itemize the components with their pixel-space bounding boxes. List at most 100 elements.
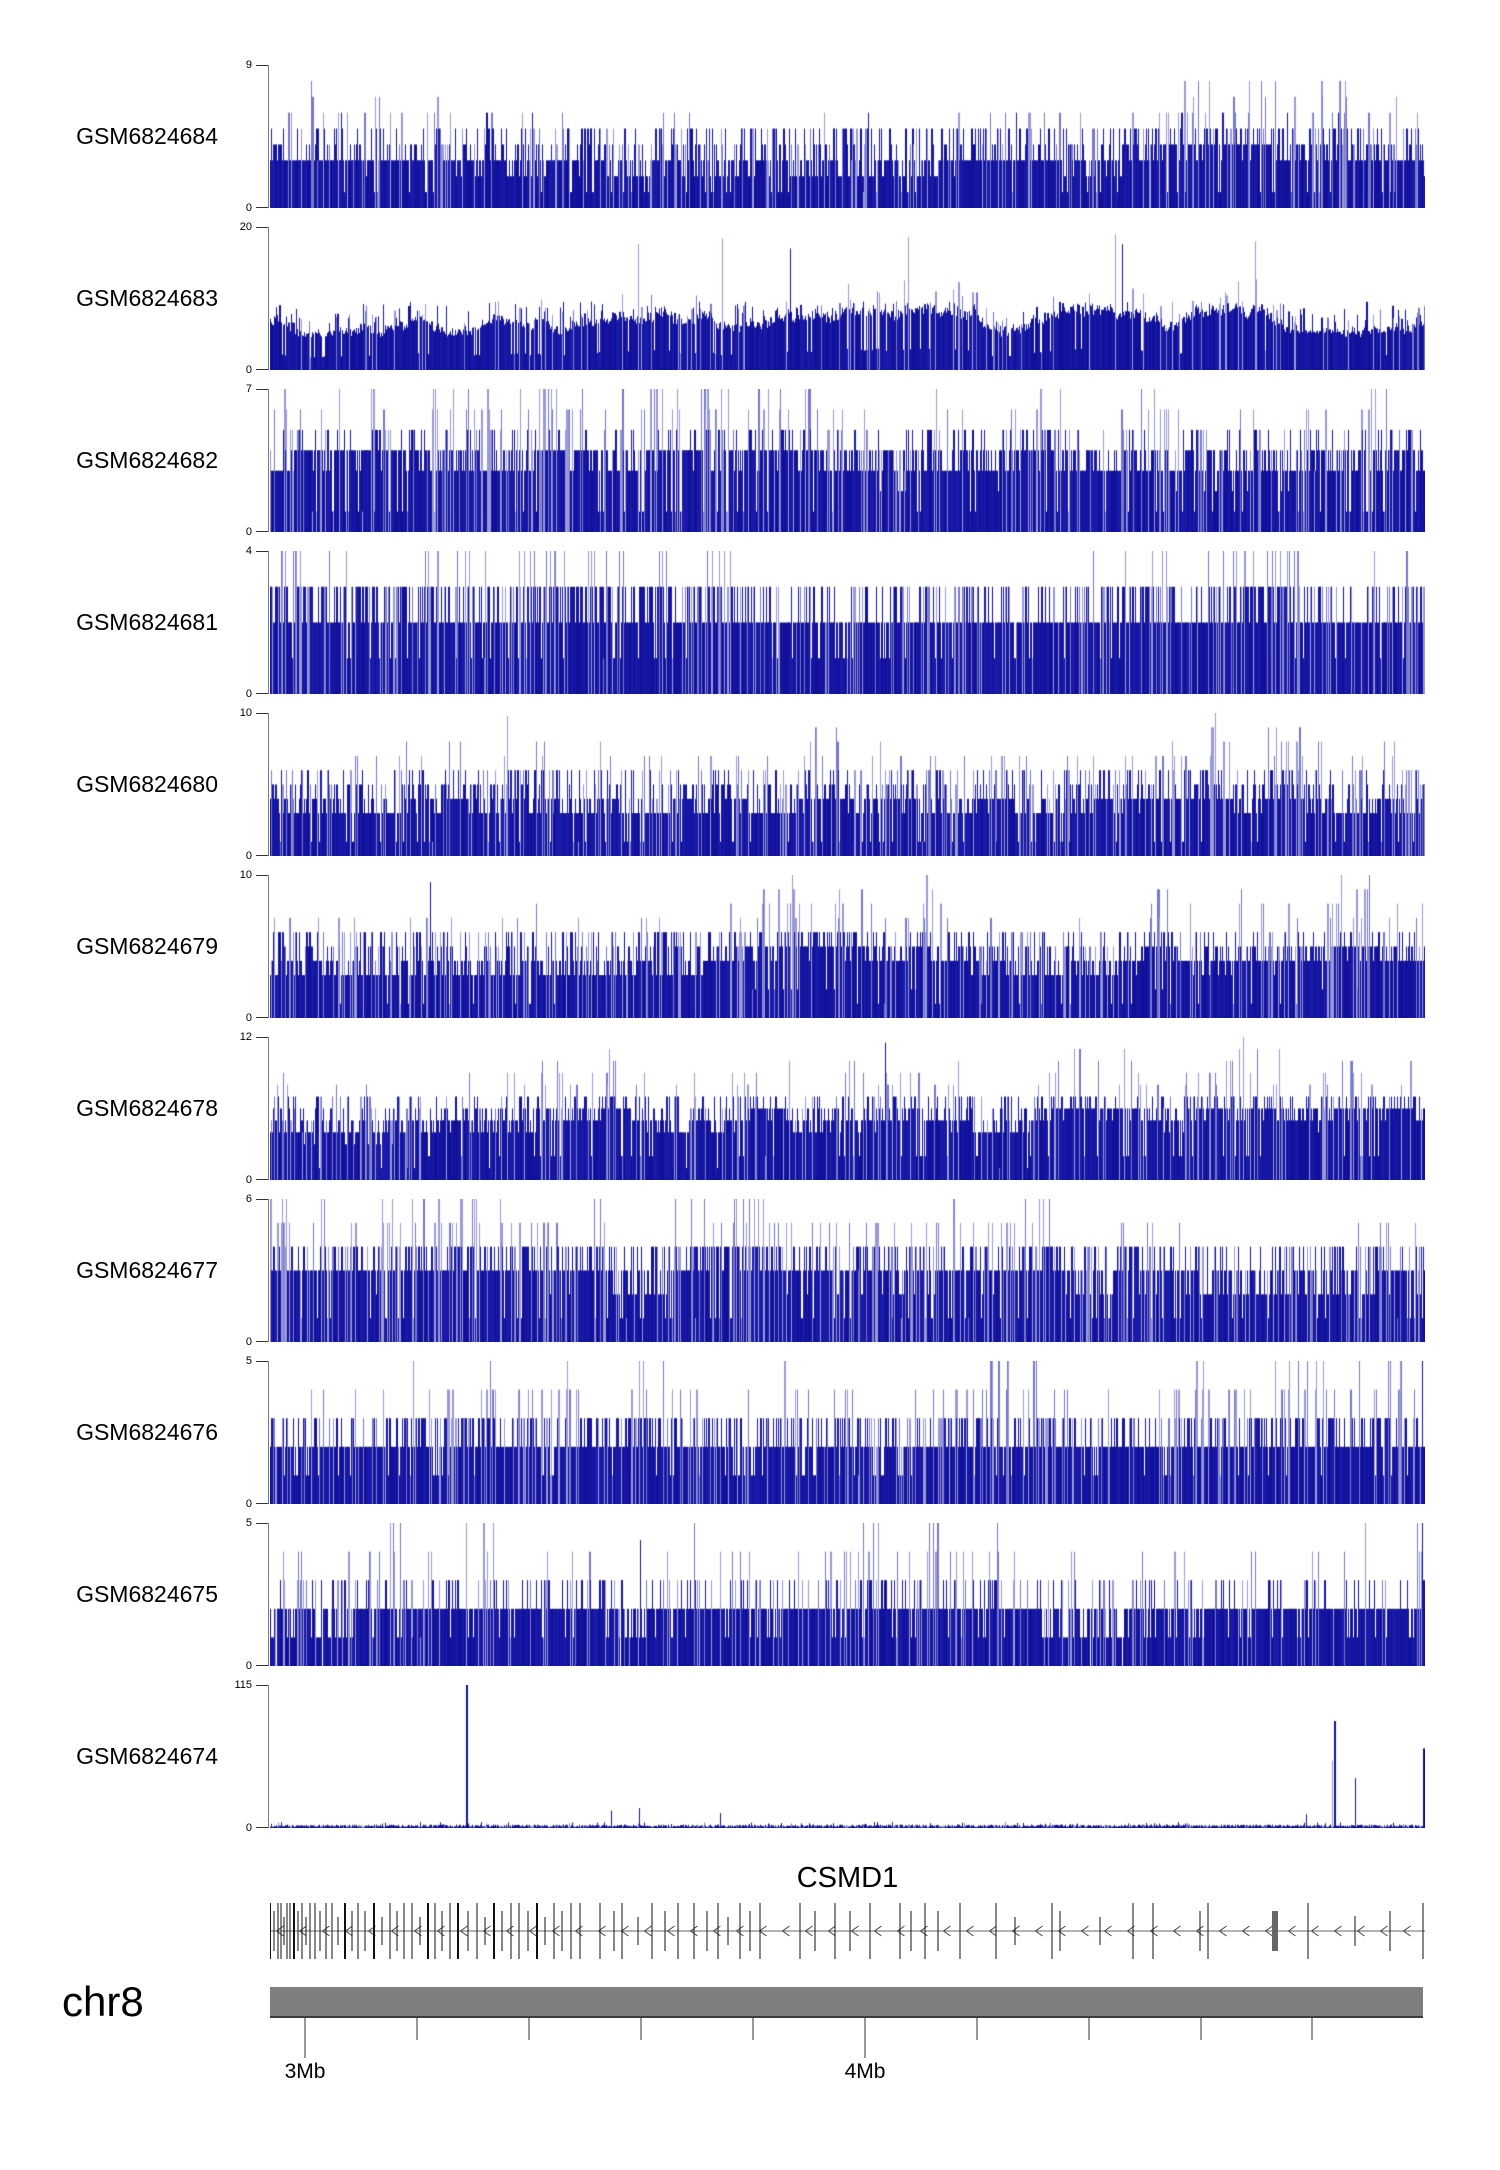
gene-exon bbox=[1422, 1903, 1424, 1959]
gene-exon bbox=[727, 1917, 729, 1945]
gene-exon bbox=[1199, 1911, 1201, 1951]
y-axis-bottom-tick bbox=[256, 1665, 268, 1666]
strand-arrow-icon bbox=[1264, 1925, 1273, 1937]
y-axis-max-label: 6 bbox=[245, 1193, 252, 1205]
strand-arrow-icon bbox=[1287, 1925, 1296, 1937]
gene-exon bbox=[637, 1917, 639, 1945]
coverage-bars-canvas bbox=[270, 1037, 1425, 1180]
gene-exon bbox=[799, 1903, 801, 1959]
y-axis-bottom-tick bbox=[256, 1341, 268, 1342]
gene-exon bbox=[381, 1917, 383, 1945]
gene-exon bbox=[419, 1917, 421, 1945]
y-axis-zero-label: 0 bbox=[245, 1336, 252, 1348]
coverage-bars-canvas bbox=[270, 227, 1425, 370]
strand-arrow-icon bbox=[781, 1925, 790, 1937]
gene-exon bbox=[1307, 1903, 1309, 1959]
track-label: GSM6824683 bbox=[76, 285, 218, 311]
strand-arrow-icon bbox=[1218, 1925, 1227, 1937]
strand-arrow-icon bbox=[827, 1925, 836, 1937]
gene-exon bbox=[1051, 1903, 1053, 1959]
coordinate-ruler: 3Mb 4Mb bbox=[285, 2018, 1313, 2083]
strand-arrow-icon bbox=[597, 1925, 606, 1937]
gene-exon bbox=[434, 1903, 436, 1959]
y-axis-zero-label: 0 bbox=[245, 1012, 252, 1024]
gene-exon bbox=[1132, 1903, 1134, 1959]
gene-exon bbox=[613, 1911, 615, 1951]
gene-exon bbox=[717, 1903, 719, 1959]
coverage-bars-canvas bbox=[270, 65, 1425, 208]
gene-exon bbox=[273, 1911, 275, 1951]
strand-arrow-icon bbox=[942, 1925, 951, 1937]
gene-exon bbox=[427, 1903, 429, 1959]
gene-exon bbox=[518, 1903, 520, 1959]
strand-arrow-icon bbox=[873, 1925, 882, 1937]
coverage-bars-canvas bbox=[270, 1685, 1425, 1828]
strand-arrow-icon bbox=[643, 1925, 652, 1937]
track-row-GSM6824684: GSM6824684 9 0 bbox=[0, 59, 1500, 214]
strand-arrow-icon bbox=[321, 1925, 330, 1937]
y-axis-line bbox=[268, 1523, 269, 1666]
gene-exon bbox=[651, 1903, 653, 1959]
gene-exon bbox=[561, 1911, 563, 1951]
strand-arrow-icon bbox=[965, 1925, 974, 1937]
y-axis-line bbox=[268, 1685, 269, 1828]
ruler-tick-label: 3Mb bbox=[285, 2060, 326, 2083]
strand-arrow-icon bbox=[1034, 1925, 1043, 1937]
gene-exon bbox=[834, 1903, 836, 1959]
strand-arrow-icon bbox=[1333, 1925, 1342, 1937]
strand-arrow-icon bbox=[482, 1925, 491, 1937]
y-axis-zero-label: 0 bbox=[245, 1498, 252, 1510]
gene-exon bbox=[579, 1903, 581, 1959]
y-axis-zero-label: 0 bbox=[245, 364, 252, 376]
track-row-GSM6824680: GSM6824680 10 0 bbox=[0, 707, 1500, 862]
strand-arrow-icon bbox=[528, 1925, 537, 1937]
gene-exon bbox=[995, 1903, 997, 1959]
y-axis-line bbox=[268, 875, 269, 1018]
y-axis-bottom-tick bbox=[256, 369, 268, 370]
track-row-GSM6824675: GSM6824675 5 0 bbox=[0, 1517, 1500, 1672]
y-axis-zero-label: 0 bbox=[245, 526, 252, 538]
y-axis-zero-label: 0 bbox=[245, 850, 252, 862]
gene-exon bbox=[959, 1903, 961, 1959]
strand-arrow-icon bbox=[1172, 1925, 1181, 1937]
track-row-GSM6824678: GSM6824678 12 0 bbox=[0, 1031, 1500, 1186]
gene-exon bbox=[280, 1903, 282, 1959]
y-axis-max-label: 12 bbox=[239, 1031, 252, 1043]
gene-exon bbox=[351, 1911, 353, 1951]
coverage-bars-canvas bbox=[270, 1199, 1425, 1342]
gene-exon bbox=[467, 1911, 469, 1951]
track-row-GSM6824679: GSM6824679 10 0 bbox=[0, 869, 1500, 1024]
gene-exon bbox=[325, 1903, 327, 1959]
y-axis-bottom-tick bbox=[256, 207, 268, 208]
y-axis-max-label: 5 bbox=[245, 1517, 252, 1529]
y-axis-bottom-tick bbox=[256, 1503, 268, 1504]
y-axis-line bbox=[268, 551, 269, 694]
strand-arrow-icon bbox=[1080, 1925, 1089, 1937]
y-axis-line bbox=[268, 1199, 269, 1342]
gene-exon bbox=[937, 1911, 939, 1951]
gene-exon bbox=[449, 1903, 451, 1959]
y-axis-line bbox=[268, 713, 269, 856]
strand-arrow-icon bbox=[1149, 1925, 1158, 1937]
y-axis-max-label: 5 bbox=[245, 1355, 252, 1367]
y-axis-bottom-tick bbox=[256, 1827, 268, 1828]
y-axis-max-label: 10 bbox=[239, 869, 252, 881]
gene-exon bbox=[289, 1903, 291, 1959]
gene-exon bbox=[403, 1903, 405, 1959]
gene-exon bbox=[293, 1903, 295, 1959]
gene-exon bbox=[305, 1917, 307, 1945]
y-axis-bottom-tick bbox=[256, 693, 268, 694]
coverage-bars-canvas bbox=[270, 713, 1425, 856]
gene-exon bbox=[814, 1911, 816, 1951]
y-axis-max-label: 10 bbox=[239, 707, 252, 719]
track-row-GSM6824683: GSM6824683 20 0 bbox=[0, 221, 1500, 376]
y-axis-top-tick bbox=[256, 713, 268, 714]
gene-exon bbox=[319, 1911, 321, 1951]
y-axis-line bbox=[268, 1361, 269, 1504]
gene-exon bbox=[484, 1917, 486, 1945]
strand-arrow-icon bbox=[1379, 1925, 1388, 1937]
strand-arrow-icon bbox=[1402, 1925, 1411, 1937]
strand-arrow-icon bbox=[1103, 1925, 1112, 1937]
track-label: GSM6824677 bbox=[76, 1257, 218, 1283]
gene-exon bbox=[1099, 1917, 1101, 1945]
